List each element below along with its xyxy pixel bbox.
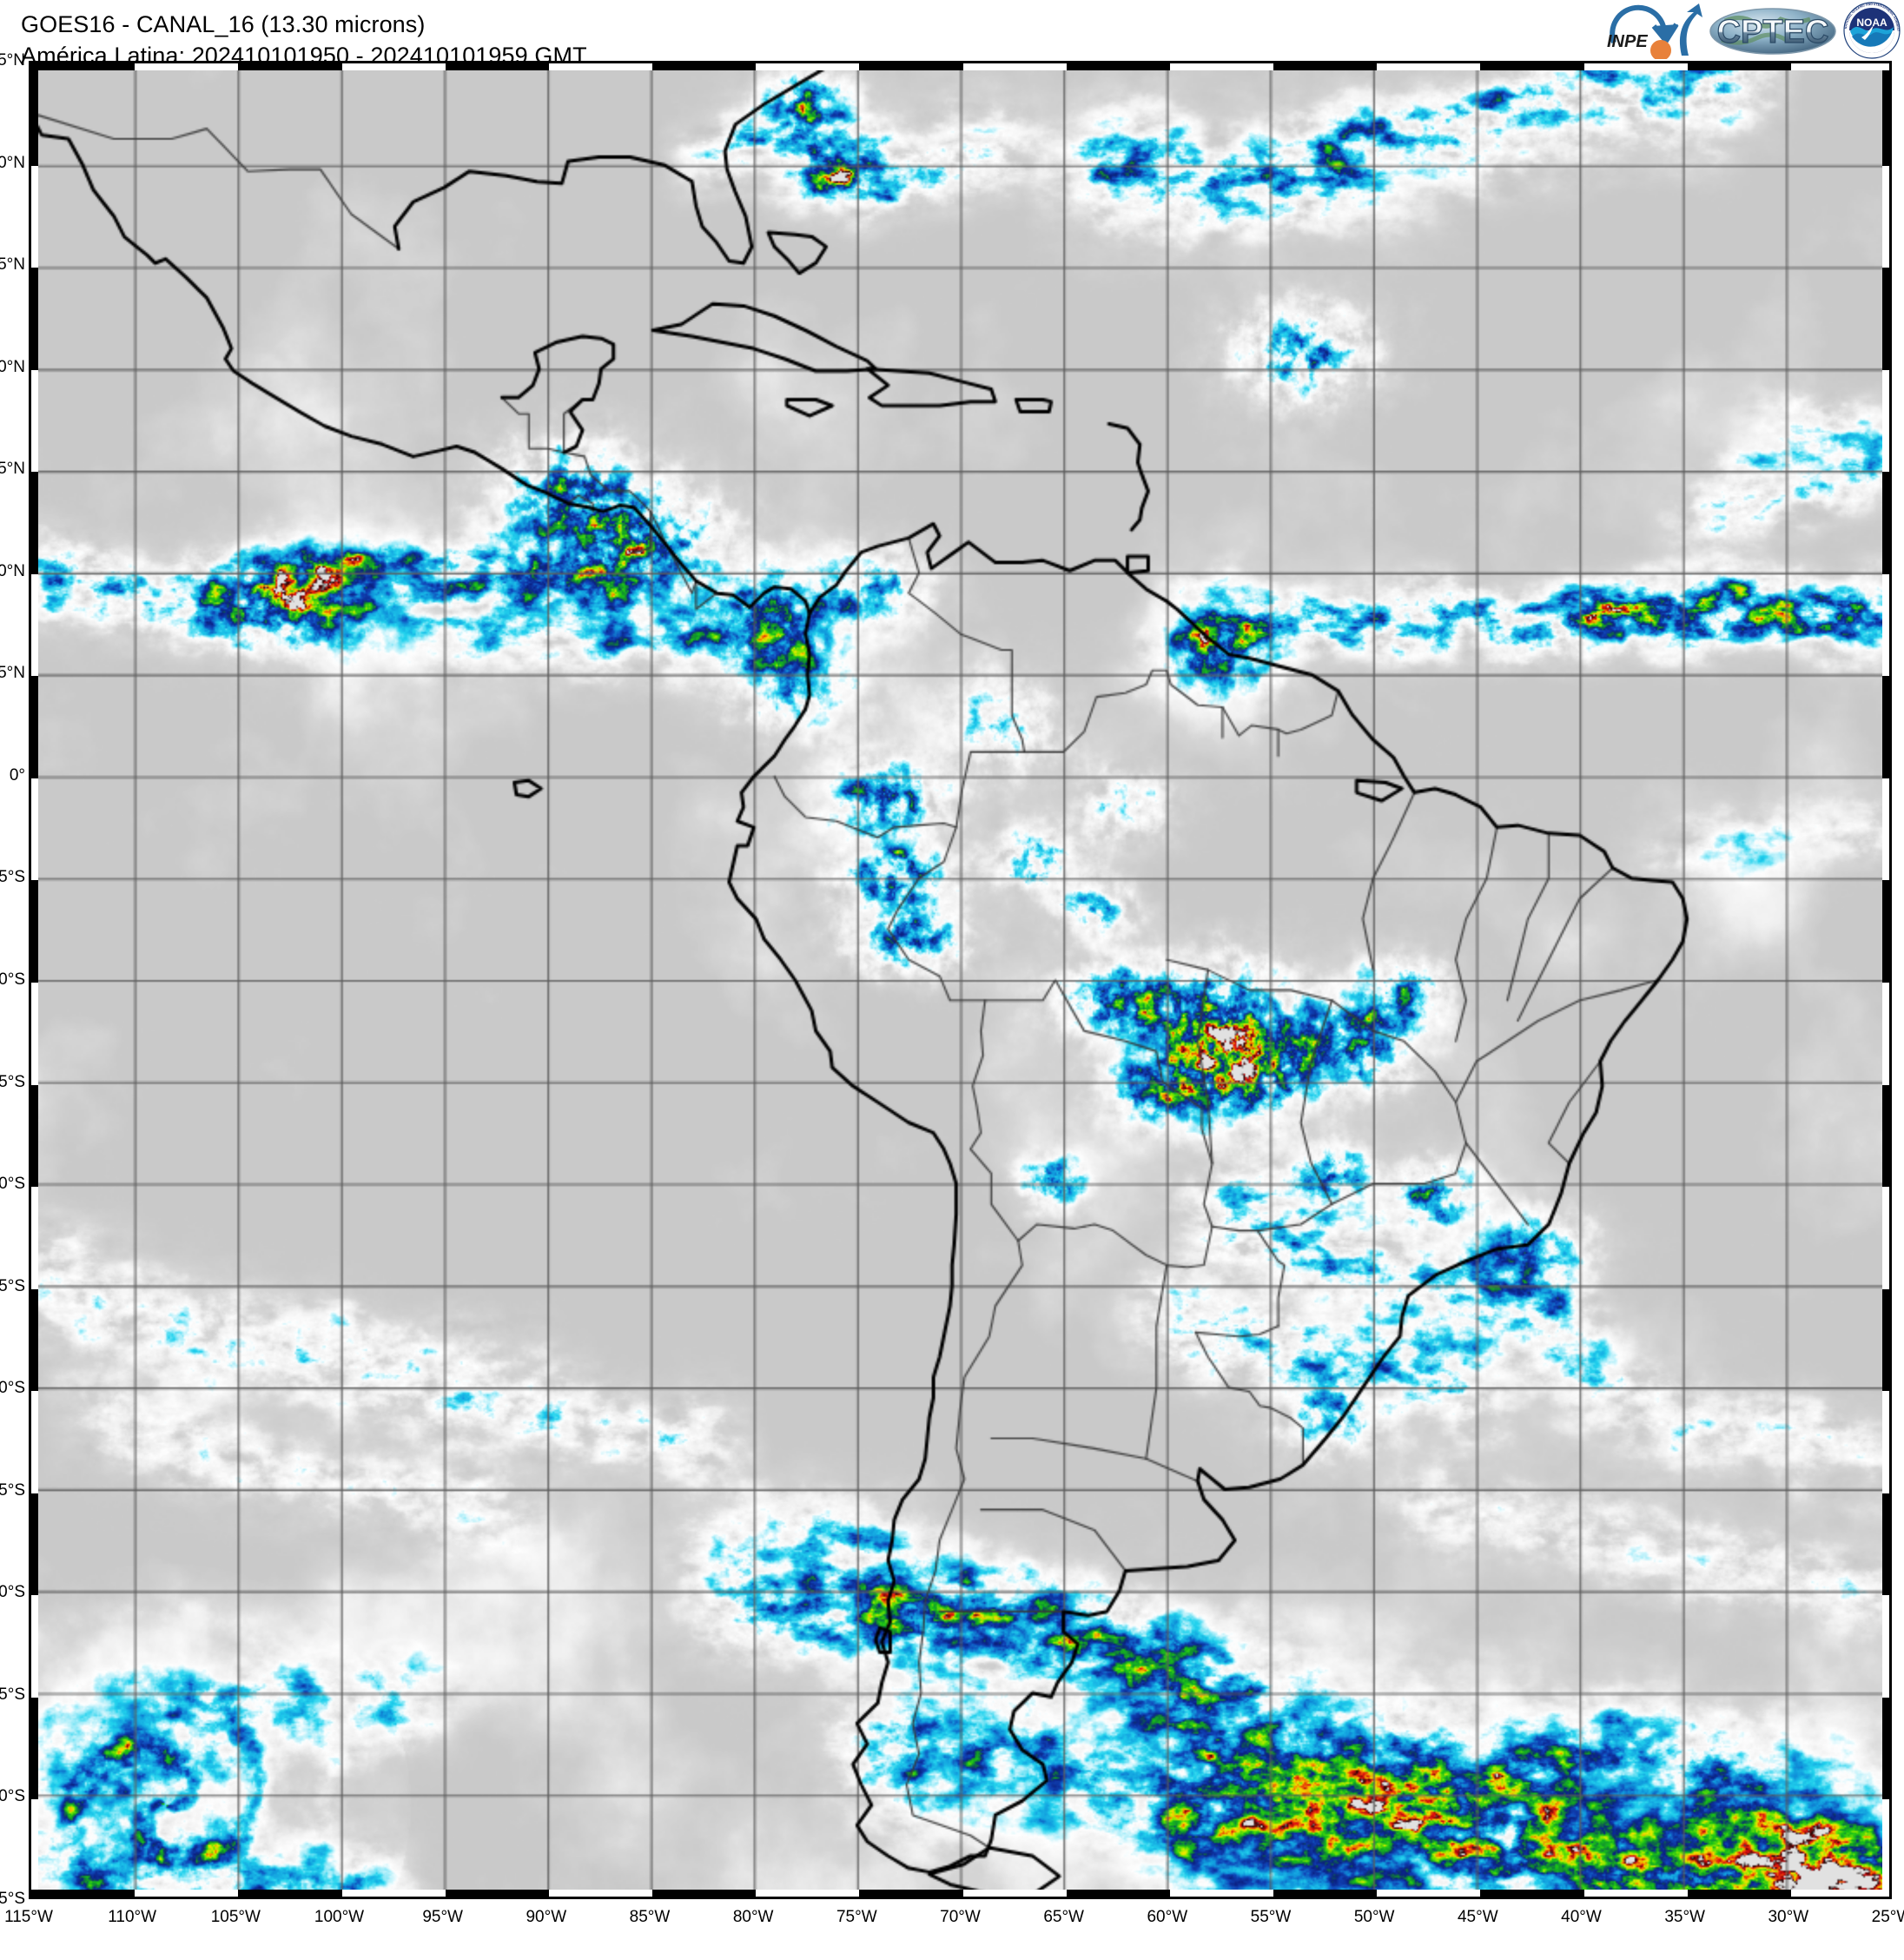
inpe-logo: INPE bbox=[1600, 2, 1702, 59]
lat-tick-label: 15°S bbox=[0, 1072, 25, 1091]
lat-tick-label: 45°S bbox=[0, 1685, 25, 1704]
lon-tick-label: 115°W bbox=[4, 1908, 53, 1926]
cptec-logo-text: CPTEC bbox=[1717, 14, 1829, 50]
cptec-logo: CPTEC bbox=[1708, 2, 1838, 59]
lat-tick-label: 55°S bbox=[0, 1890, 25, 1908]
lon-tick-label: 75°W bbox=[836, 1908, 877, 1926]
lat-tick-label: 10°N bbox=[0, 561, 25, 580]
axis-tickbar-right bbox=[1882, 63, 1889, 1897]
noaa-logo: NOAA NATIONAL OCEANIC AND ATMOSPHERIC AD… bbox=[1843, 2, 1901, 59]
lat-tick-label: 50°S bbox=[0, 1787, 25, 1806]
lat-tick-label: 5°S bbox=[0, 868, 25, 887]
noaa-logo-text: NOAA bbox=[1856, 17, 1887, 29]
axis-tickbar-top bbox=[31, 63, 1889, 70]
lat-tick-label: 25°S bbox=[0, 1276, 25, 1295]
lat-tick-label: 40°S bbox=[0, 1583, 25, 1602]
lon-tick-label: 60°W bbox=[1147, 1908, 1188, 1926]
lat-tick-label: 0° bbox=[9, 765, 25, 785]
longitude-axis: 115°W 110°W 105°W 100°W 95°W 90°W 85°W 80°W 75°W… bbox=[4, 1904, 1904, 1948]
lon-tick-label: 35°W bbox=[1664, 1908, 1705, 1926]
product-title: GOES16 - CANAL_16 (13.30 microns) bbox=[21, 11, 426, 37]
lat-tick-label: 35°S bbox=[0, 1480, 25, 1500]
lat-tick-label: 30°N bbox=[0, 153, 25, 172]
lon-tick-label: 90°W bbox=[526, 1908, 567, 1926]
lon-tick-label: 50°W bbox=[1353, 1908, 1395, 1926]
axis-tickbar-bottom bbox=[31, 1890, 1889, 1897]
lon-tick-label: 80°W bbox=[732, 1908, 774, 1926]
lon-tick-label: 110°W bbox=[108, 1908, 157, 1926]
inpe-logo-text: INPE bbox=[1607, 32, 1648, 51]
logo-bar: INPE bbox=[1600, 2, 1901, 59]
satellite-image-canvas[interactable] bbox=[31, 63, 1889, 1897]
lat-tick-label: 25°N bbox=[0, 255, 25, 275]
axis-tickbar-left bbox=[31, 63, 38, 1897]
lon-tick-label: 30°W bbox=[1768, 1908, 1809, 1926]
lon-tick-label: 95°W bbox=[422, 1908, 463, 1926]
latitude-axis: 35°N 30°N 25°N 20°N 15°N 10°N 5°N 0° 5°S 10°S 15°S… bbox=[0, 51, 29, 1908]
lat-tick-label: 20°S bbox=[0, 1175, 25, 1194]
lon-tick-label: 100°W bbox=[314, 1908, 365, 1926]
lat-tick-label: 30°S bbox=[0, 1379, 25, 1398]
lon-tick-label: 40°W bbox=[1561, 1908, 1602, 1926]
lat-tick-label: 20°N bbox=[0, 357, 25, 376]
header: GOES16 - CANAL_16 (13.30 microns) Améric… bbox=[0, 0, 1904, 69]
lon-tick-label: 65°W bbox=[1043, 1908, 1084, 1926]
lon-tick-label: 25°W bbox=[1871, 1908, 1904, 1926]
lon-tick-label: 85°W bbox=[629, 1908, 671, 1926]
lat-tick-label: 10°S bbox=[0, 970, 25, 989]
lon-tick-label: 55°W bbox=[1250, 1908, 1292, 1926]
lon-tick-label: 105°W bbox=[210, 1908, 261, 1926]
satellite-map[interactable] bbox=[29, 61, 1892, 1899]
lat-tick-label: 5°N bbox=[0, 664, 25, 683]
lat-tick-label: 15°N bbox=[0, 460, 25, 479]
lon-tick-label: 70°W bbox=[940, 1908, 981, 1926]
lon-tick-label: 45°W bbox=[1457, 1908, 1498, 1926]
lat-tick-label: 35°N bbox=[0, 51, 25, 70]
